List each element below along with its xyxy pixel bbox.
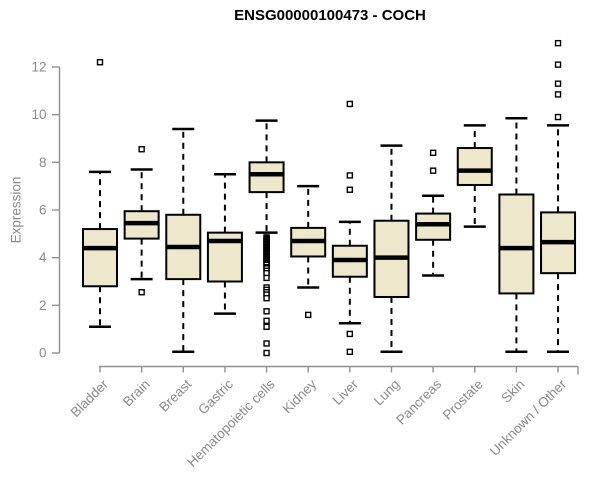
x-category-label: Brain: [120, 377, 153, 410]
boxplot-liver: [331, 100, 368, 356]
outlier-point: [429, 167, 437, 174]
boxplot-prostate: [456, 124, 493, 228]
boxplot-kidney: [290, 184, 327, 319]
boxplot-skin: [498, 116, 535, 354]
y-tick-label: 0: [39, 346, 47, 361]
outlier-point: [138, 289, 145, 296]
y-tick-label: 8: [39, 155, 47, 170]
iqr-box: [456, 147, 493, 186]
outlier-point: [263, 308, 270, 315]
x-category-label: Pancreas: [393, 376, 444, 427]
boxplot-gastric: [206, 173, 243, 315]
x-category-label: Kidney: [280, 376, 320, 416]
iqr-box: [82, 228, 118, 288]
boxplot-brain: [123, 146, 160, 296]
x-category-label: Prostate: [440, 377, 486, 423]
outlier-point: [429, 149, 437, 157]
outlier-point: [263, 274, 270, 282]
outlier-point: [346, 348, 354, 356]
y-tick-label: 12: [31, 60, 46, 75]
x-category-label: Lung: [371, 377, 403, 409]
x-category-label: Bladder: [68, 376, 112, 420]
outlier-point: [554, 113, 562, 121]
outlier-point: [96, 59, 104, 66]
iqr-box: [248, 161, 285, 194]
y-tick-label: 2: [39, 298, 47, 313]
y-tick-label: 4: [39, 250, 47, 265]
outlier-point: [554, 39, 562, 47]
boxplot-unknown-other: [540, 39, 577, 354]
outlier-point: [346, 172, 354, 179]
x-category-label: Unknown / Other: [487, 376, 570, 459]
iqr-box: [415, 212, 452, 241]
boxplot-bladder: [82, 59, 118, 329]
outlier-point: [346, 186, 354, 193]
outlier-point: [263, 323, 270, 330]
chart-title: ENSG00000100473 - COCH: [234, 7, 426, 24]
y-tick-label: 6: [39, 203, 47, 218]
outlier-point: [346, 100, 354, 108]
x-category-label: Liver: [330, 376, 362, 408]
outlier-point: [554, 80, 562, 87]
boxplot-lung: [373, 144, 410, 354]
outlier-point: [263, 349, 270, 357]
boxplot-pancreas: [415, 149, 452, 277]
y-tick-label: 10: [31, 107, 46, 122]
x-category-label: Breast: [156, 376, 194, 414]
iqr-box: [498, 193, 535, 295]
outlier-point: [263, 294, 270, 302]
outlier-point: [305, 311, 312, 319]
x-category-label: Skin: [498, 377, 527, 406]
outlier-point: [263, 317, 270, 325]
outlier-point: [554, 61, 562, 68]
outlier-point: [554, 91, 562, 98]
boxplot-breast: [165, 127, 202, 354]
x-category-label: Gastric: [195, 376, 236, 417]
outlier-point: [263, 340, 270, 347]
boxplot-hematopoietic-cells: [248, 119, 285, 357]
outlier-point: [138, 146, 145, 153]
outlier-point: [346, 330, 354, 338]
